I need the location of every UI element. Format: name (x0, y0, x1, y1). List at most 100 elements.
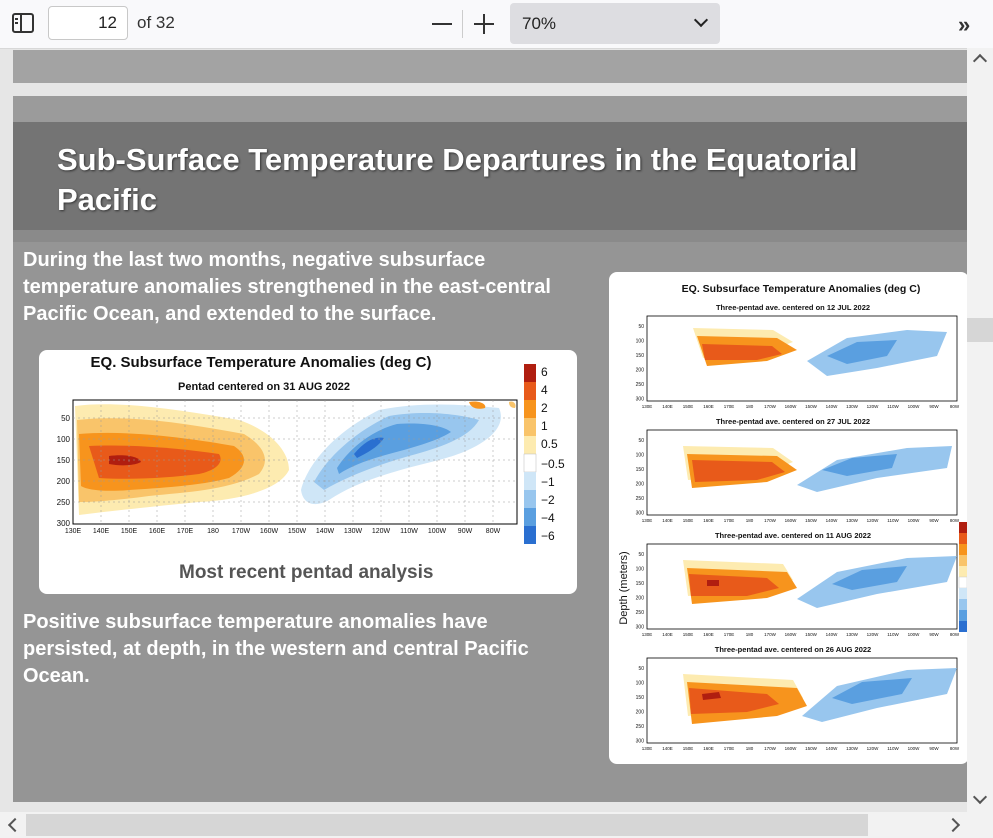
y-tick-label: 100 (636, 567, 645, 573)
legend-swatch (524, 526, 536, 544)
warm-anomaly-core (689, 574, 779, 596)
y-tick-label: 150 (636, 581, 645, 587)
zoom-out-button[interactable] (428, 10, 456, 38)
anomaly-panel: Three-pentad ave. centered on 12 JUL 202… (636, 303, 960, 409)
legend-swatch (524, 490, 536, 508)
warm-anomaly-peak (702, 692, 721, 700)
x-tick-label: 110W (887, 632, 899, 637)
x-tick-label: 150E (683, 632, 694, 637)
panel-title: Three-pentad ave. centered on 11 AUG 202… (715, 531, 871, 540)
x-tick-label: 100W (428, 528, 447, 535)
warm-anomaly-core (702, 344, 782, 360)
x-tick-label: 160W (260, 528, 279, 535)
panel-title: Three-pentad ave. centered on 26 AUG 202… (715, 645, 871, 654)
scroll-up-icon[interactable] (972, 53, 988, 69)
legend-swatch (524, 508, 536, 526)
x-tick-label: 170W (764, 404, 777, 409)
x-tick-label: 170E (724, 518, 735, 523)
chart-caption: Most recent pentad analysis (179, 562, 434, 583)
scroll-down-icon[interactable] (972, 789, 988, 805)
x-tick-label: 180 (746, 632, 754, 637)
x-tick-label: 150E (121, 528, 138, 535)
y-tick-label: 100 (57, 435, 71, 444)
x-tick-label: 90W (929, 746, 939, 751)
y-tick-label: 250 (636, 610, 645, 616)
cool-anomaly-core (832, 566, 907, 590)
legend-swatch (524, 472, 536, 490)
zoom-value: 70% (522, 14, 557, 33)
three-pentad-chart-card: EQ. Subsurface Temperature Anomalies (de… (609, 272, 969, 764)
x-tick-label: 140W (826, 746, 839, 751)
x-tick-label: 160E (703, 746, 714, 751)
paragraph-positive-anomalies: Positive subsurface temperature anomalie… (23, 611, 529, 687)
y-tick-label: 200 (636, 368, 645, 374)
zoom-select[interactable]: 70% (510, 3, 720, 44)
panel-group: Three-pentad ave. centered on 12 JUL 202… (636, 303, 960, 751)
x-tick-label: 130W (846, 518, 859, 523)
x-tick-label: 140W (826, 632, 839, 637)
x-tick-label: 120W (372, 528, 391, 535)
y-tick-label: 300 (636, 511, 645, 517)
title-band (13, 122, 967, 230)
y-tick-label: 150 (636, 467, 645, 473)
y-tick-label: 200 (636, 596, 645, 602)
x-tick-label: 100W (908, 746, 921, 751)
horizontal-scrollbar[interactable] (0, 812, 993, 838)
anomaly-panel: Three-pentad ave. centered on 27 JUL 202… (636, 417, 960, 523)
page-number-input[interactable]: 12 (48, 6, 128, 40)
x-tick-label: 180 (746, 404, 754, 409)
plot-area (72, 399, 518, 525)
x-tick-label: 90W (929, 632, 939, 637)
vertical-scroll-thumb[interactable] (967, 318, 993, 342)
y-tick-label: 50 (638, 324, 644, 330)
horizontal-scroll-thumb[interactable] (26, 814, 868, 836)
zoom-in-button[interactable] (470, 10, 498, 38)
legend-swatch (524, 400, 536, 418)
x-tick-label: 100W (908, 518, 921, 523)
title-band-top (13, 96, 967, 122)
x-tick-label: 140W (826, 518, 839, 523)
legend-label: −6 (541, 529, 555, 543)
legend-swatch (524, 382, 536, 400)
y-tick-label: 250 (636, 382, 645, 388)
more-tools-icon[interactable]: » (958, 12, 970, 37)
x-tick-label: 150E (683, 404, 694, 409)
sidebar-toggle-icon[interactable] (12, 13, 34, 33)
y-tick-label: 50 (638, 552, 644, 558)
legend-label: 4 (541, 383, 548, 397)
x-tick-label: 130E (642, 746, 653, 751)
x-tick-label: 180 (746, 746, 754, 751)
x-tick-labels: 130E 140E 150E 160E 170E 180 170W 160W 150W 140W 1… (65, 528, 501, 535)
x-tick-label: 130W (846, 746, 859, 751)
y-tick-label: 250 (57, 498, 71, 507)
anomaly-panel: Three-pentad ave. centered on 26 AUG 202… (636, 645, 960, 751)
legend-label: −1 (541, 475, 555, 489)
y-tick-label: 300 (57, 519, 71, 528)
x-tick-label: 100W (908, 404, 921, 409)
x-tick-label: 110W (887, 518, 899, 523)
panel-title: Three-pentad ave. centered on 27 JUL 202… (716, 417, 870, 426)
legend-label: 2 (541, 401, 548, 415)
scroll-left-icon[interactable] (7, 817, 23, 833)
y-tick-label: 150 (636, 695, 645, 701)
scroll-right-icon[interactable] (945, 817, 961, 833)
x-tick-label: 170E (177, 528, 194, 535)
x-tick-label: 140E (662, 518, 673, 523)
x-tick-label: 160E (703, 632, 714, 637)
legend-label: −0.5 (541, 457, 565, 471)
page-count: of 32 (137, 13, 175, 32)
pdf-toolbar: 12 of 32 70% » (0, 0, 993, 49)
x-tick-label: 160E (149, 528, 166, 535)
x-tick-label: 110W (887, 746, 899, 751)
x-tick-label: 160W (785, 518, 798, 523)
y-tick-label: 150 (636, 353, 645, 359)
x-tick-label: 130E (65, 528, 82, 535)
legend-label: 0.5 (541, 437, 558, 451)
x-tick-label: 170W (764, 518, 777, 523)
y-tick-label: 300 (636, 397, 645, 403)
x-tick-label: 140W (316, 528, 335, 535)
x-tick-label: 100W (908, 632, 921, 637)
vertical-scrollbar[interactable] (967, 48, 993, 812)
y-tick-label: 100 (636, 453, 645, 459)
x-tick-label: 160E (703, 404, 714, 409)
